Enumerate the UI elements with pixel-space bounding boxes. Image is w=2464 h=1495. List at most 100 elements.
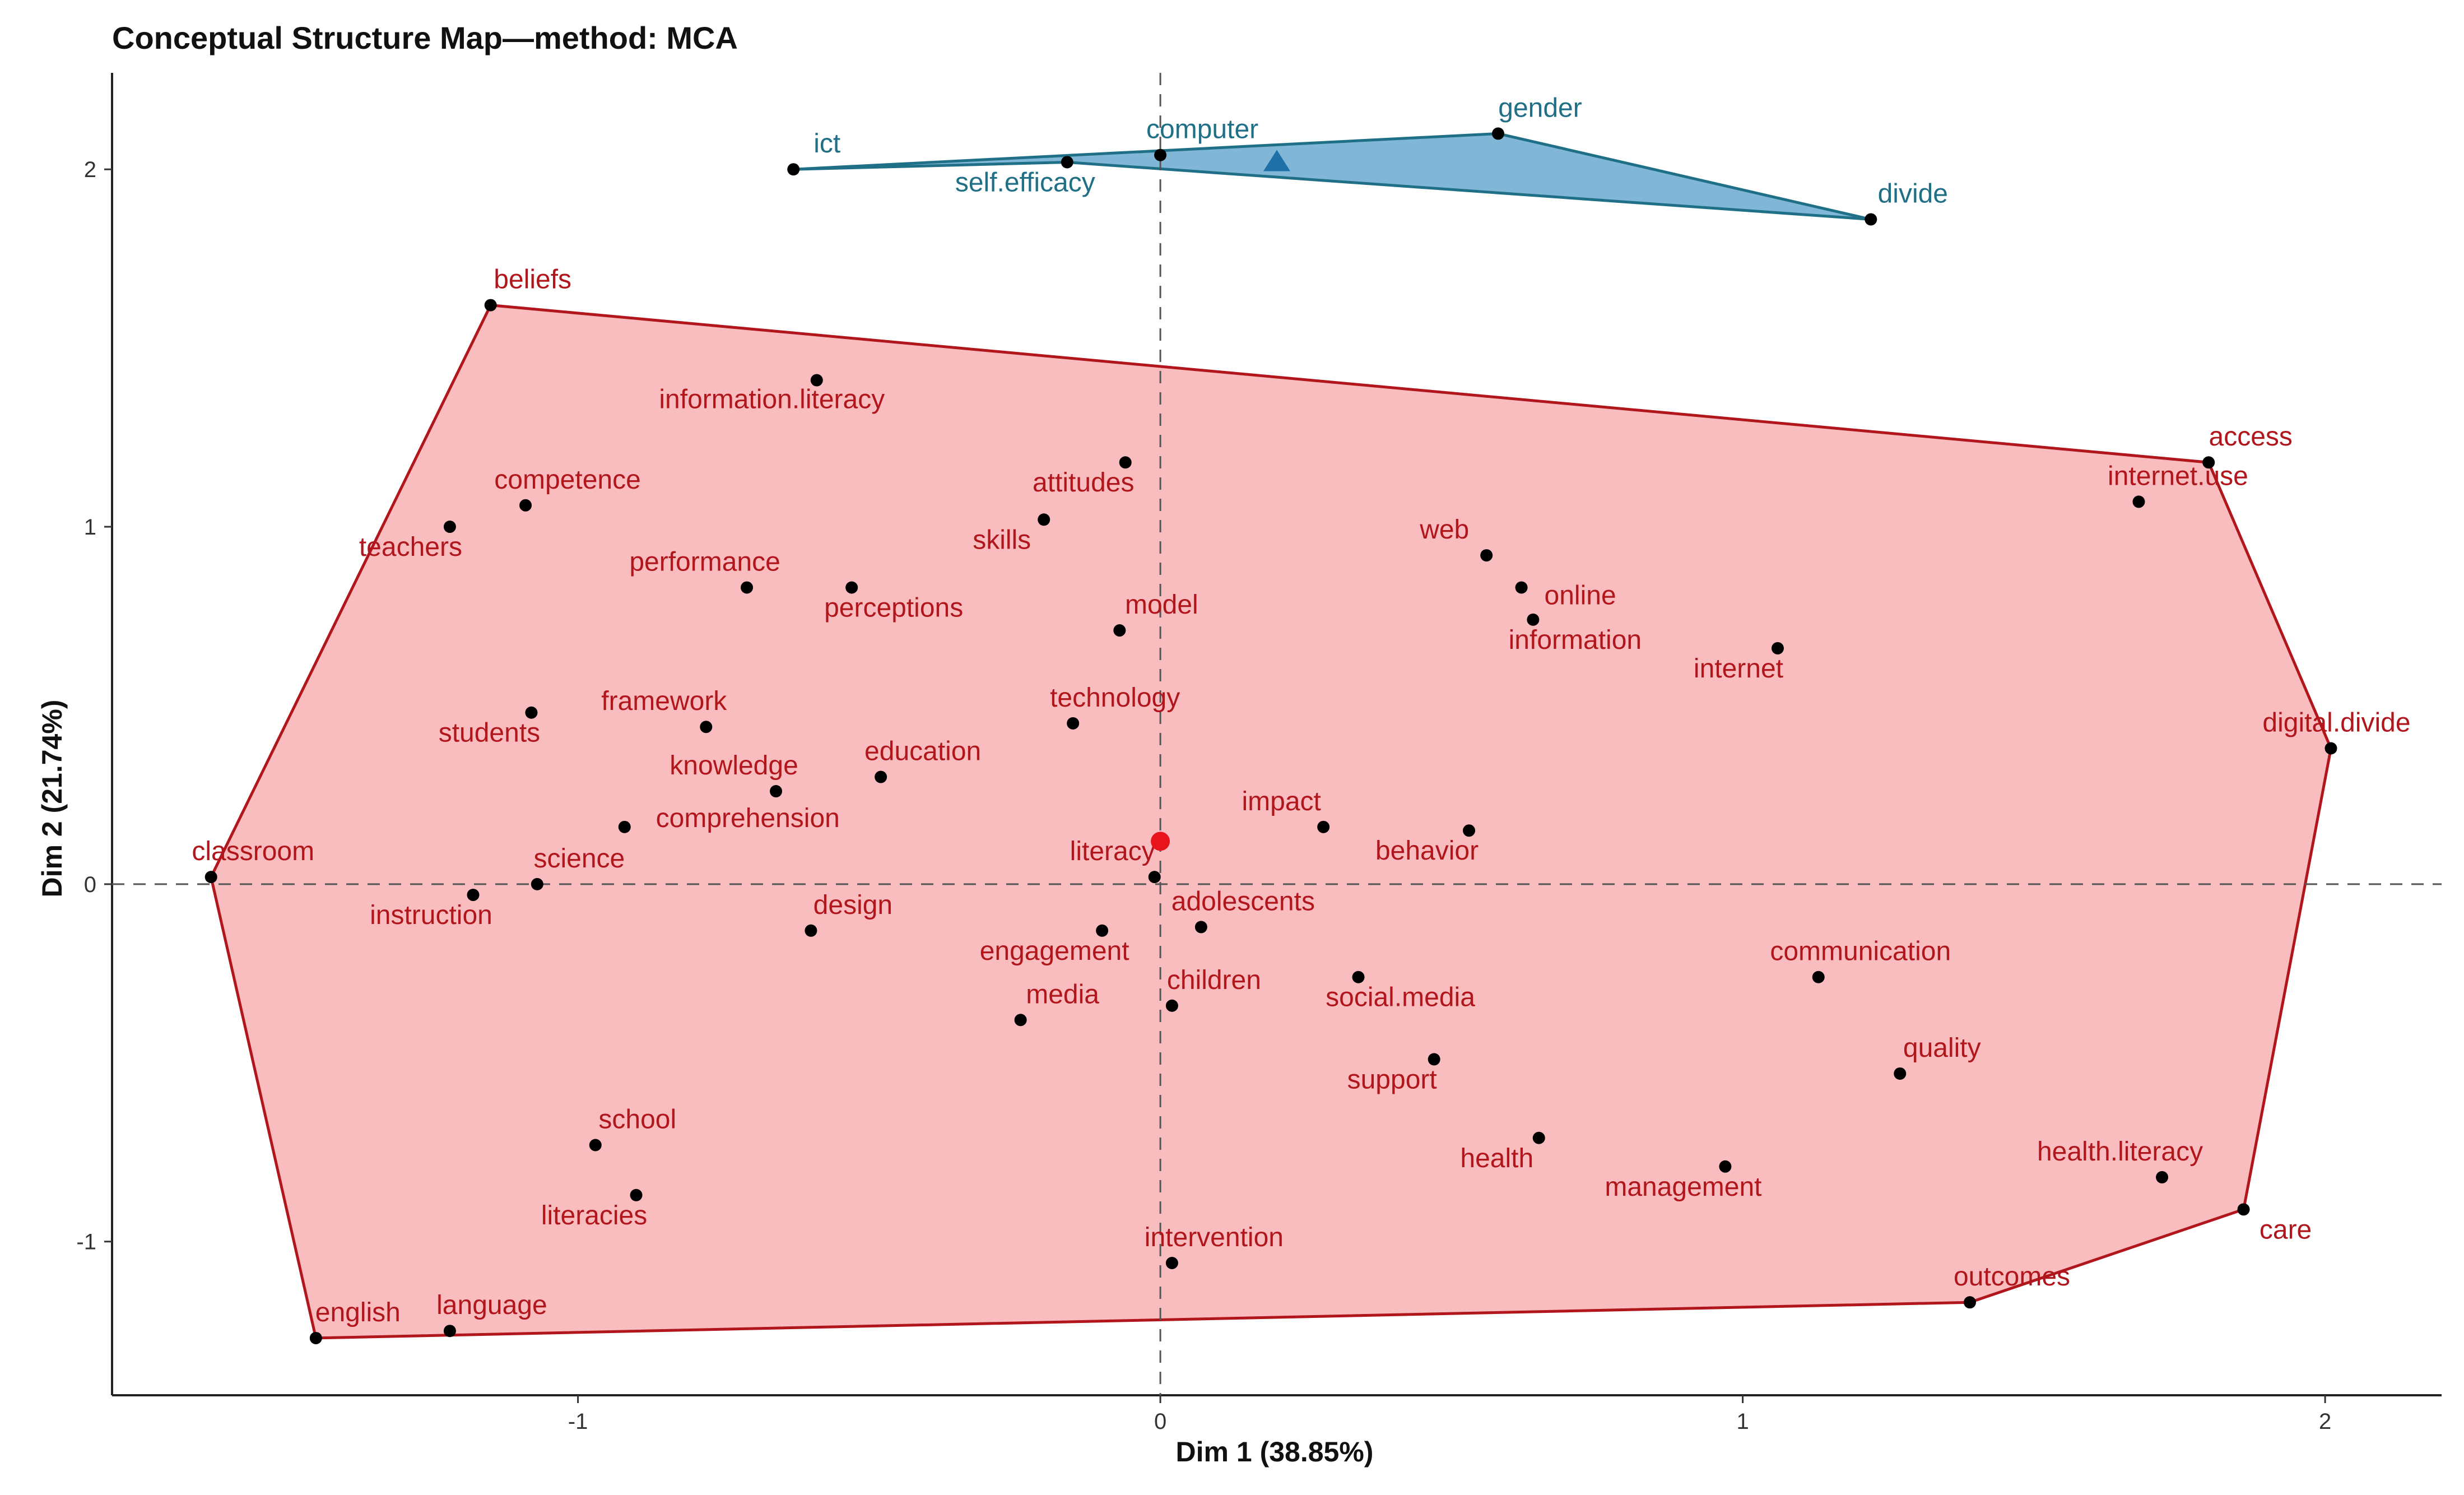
y-tick-label: 0 (84, 872, 96, 897)
label-instruction: instruction (370, 900, 492, 930)
cluster-hull-1 (210, 304, 2332, 1340)
point-teachers (443, 521, 456, 533)
label-quality: quality (1903, 1033, 1981, 1063)
point-literacy (1148, 871, 1161, 884)
label-information-literacy: information.literacy (659, 385, 885, 415)
point-children (1165, 999, 1178, 1012)
point-model (1113, 624, 1126, 637)
point-intervention (1165, 1257, 1178, 1269)
label-digital-divide: digital.divide (2262, 708, 2410, 738)
point-beliefs (484, 299, 497, 312)
point-health-literacy (2156, 1171, 2169, 1183)
point-school (589, 1139, 602, 1152)
point-web (1480, 549, 1493, 562)
x-axis-title: Dim 1 (38.85%) (1176, 1436, 1374, 1468)
point-divide (1865, 213, 1877, 226)
label-computer: computer (1146, 115, 1258, 145)
point-competence (519, 499, 532, 512)
point-support (1428, 1053, 1440, 1066)
point-adolescents (1194, 921, 1207, 934)
label-communication: communication (1770, 937, 1951, 967)
label-competence: competence (494, 465, 641, 495)
point-knowledge (770, 785, 783, 798)
label-engagement: engagement (980, 936, 1129, 966)
label-care: care (2260, 1215, 2312, 1245)
label-children: children (1167, 965, 1261, 995)
point-media (1014, 1014, 1027, 1027)
point-care (2237, 1203, 2250, 1216)
y-axis-title: Dim 2 (21.74%) (36, 700, 68, 898)
point-technology (1067, 717, 1080, 730)
point-performance (741, 581, 754, 594)
x-tick-label: 0 (1154, 1409, 1166, 1434)
label-beliefs: beliefs (494, 265, 571, 295)
label-framework: framework (601, 686, 727, 716)
point-gender (1492, 127, 1505, 140)
label-social-media: social.media (1326, 983, 1475, 1013)
point-instruction (467, 889, 480, 902)
point-computer (1154, 148, 1167, 161)
centroid-cluster-2 (1263, 150, 1290, 171)
label-english: english (315, 1298, 401, 1327)
point-information (1527, 613, 1540, 626)
point-perceptions (845, 581, 858, 594)
point-digital-divide (2324, 742, 2337, 755)
label-health-literacy: health.literacy (2037, 1137, 2203, 1167)
point-social-media (1352, 971, 1365, 983)
point-comprehension (618, 820, 631, 833)
point-quality (1894, 1067, 1907, 1080)
label-impact: impact (1242, 787, 1321, 816)
point-language (443, 1325, 456, 1338)
label-skills: skills (973, 525, 1031, 555)
point-behavior (1463, 824, 1476, 837)
label-intervention: intervention (1145, 1223, 1284, 1252)
label-school: school (598, 1105, 676, 1135)
label-management: management (1605, 1172, 1761, 1202)
point-communication (1812, 971, 1825, 983)
label-science: science (533, 844, 625, 874)
point-self-efficacy (1061, 156, 1073, 169)
label-education: education (864, 737, 981, 767)
y-tick-label: 1 (84, 515, 96, 540)
point-health (1532, 1131, 1545, 1144)
label-knowledge: knowledge (670, 751, 798, 781)
point-online (1515, 581, 1528, 594)
point-impact (1317, 820, 1330, 833)
point-design (805, 924, 817, 937)
point-classroom (204, 871, 217, 884)
point-attitudes (1119, 456, 1132, 469)
label-language: language (436, 1290, 547, 1320)
label-access: access (2209, 422, 2293, 452)
label-model: model (1125, 590, 1198, 620)
label-support: support (1347, 1065, 1437, 1094)
label-internet: internet (1694, 654, 1783, 684)
point-access (2202, 456, 2215, 469)
label-web: web (1419, 515, 1469, 545)
point-education (875, 770, 887, 783)
point-ict (787, 163, 800, 176)
point-students (525, 706, 538, 719)
point-management (1719, 1160, 1732, 1173)
point-science (531, 877, 543, 890)
point-internet (1771, 642, 1784, 654)
label-comprehension: comprehension (656, 804, 840, 833)
label-design: design (813, 890, 892, 920)
label-classroom: classroom (192, 837, 314, 866)
y-tick-label: 2 (84, 157, 96, 182)
label-attitudes: attitudes (1033, 468, 1134, 498)
point-information-literacy (810, 374, 823, 387)
label-students: students (439, 718, 540, 748)
label-perceptions: perceptions (824, 593, 963, 623)
label-ict: ict (813, 129, 840, 159)
point-outcomes (1964, 1296, 1977, 1309)
centroid-cluster-1 (1151, 832, 1170, 851)
label-literacies: literacies (541, 1201, 647, 1231)
y-tick-label: -1 (76, 1230, 96, 1255)
point-framework (700, 721, 713, 733)
label-health: health (1460, 1144, 1533, 1173)
chart-title: Conceptual Structure Map—method: MCA (112, 20, 738, 55)
point-engagement (1096, 924, 1109, 937)
label-media: media (1026, 979, 1099, 1009)
point-skills (1038, 513, 1050, 526)
